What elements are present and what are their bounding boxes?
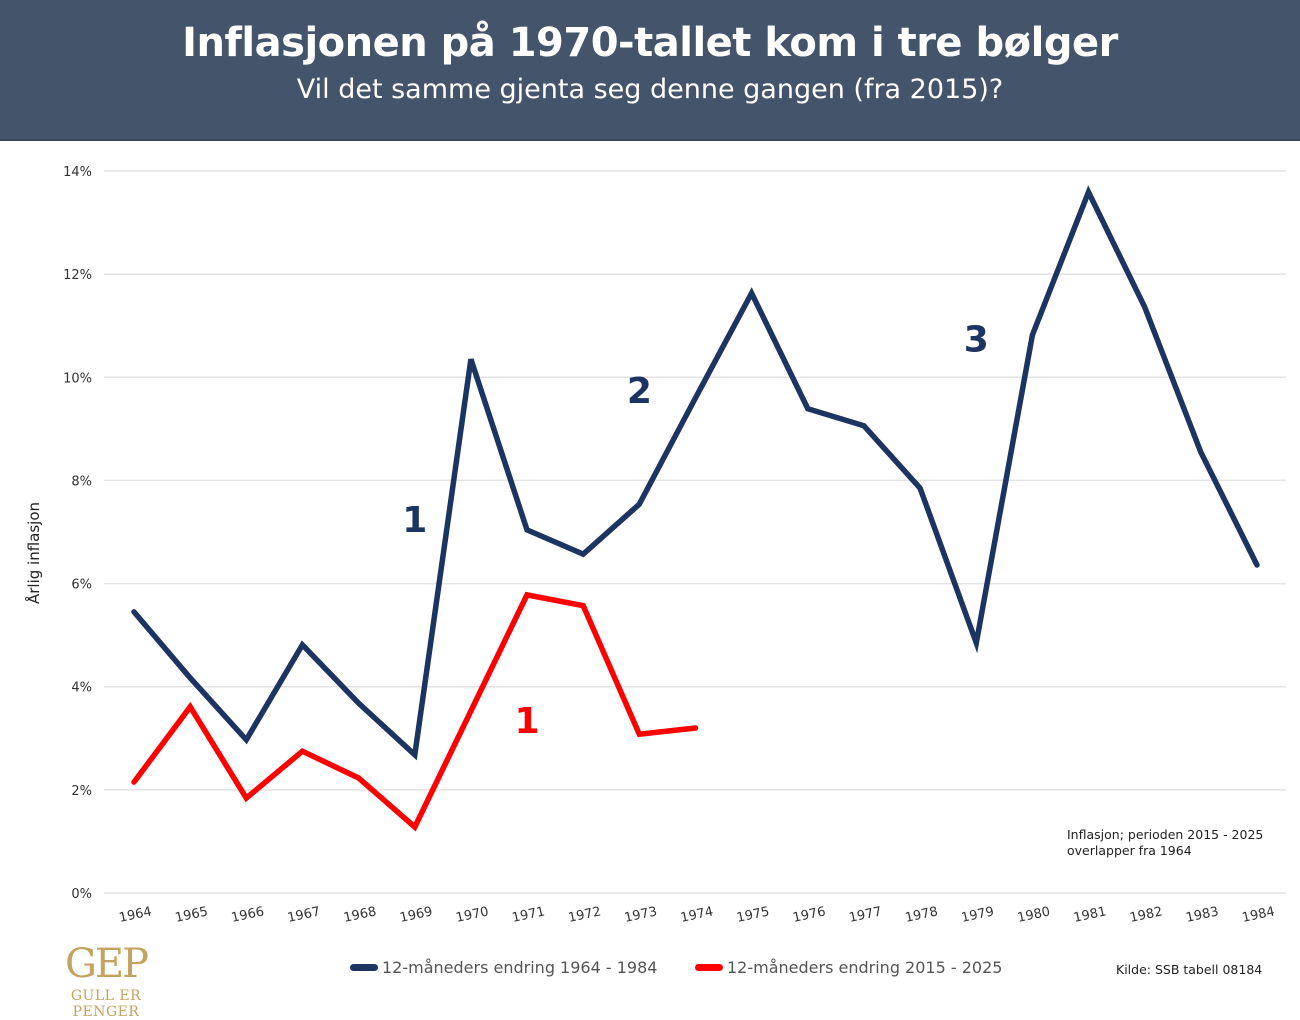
x-tick-label: 1975 [735,904,770,926]
x-tick-label: 1971 [511,904,546,926]
x-tick-label: 1977 [848,904,883,926]
x-tick-label: 1980 [1016,904,1051,926]
wave-annotation: 2 [627,371,652,412]
series-lines [134,192,1257,827]
y-tick-label: 2% [71,784,92,799]
x-axis-ticks: 1964 1965 1966 1967 1968 1969 1970 1971 1972 1973… [118,904,1276,926]
legend-swatch-red [695,964,723,971]
y-axis-ticks: 0% 2% 4% 6% 8% 10% 12% 14% [63,165,92,902]
chart-note: Inflasjon; perioden 2015 - 2025 overlapp… [1067,827,1263,859]
x-tick-label: 1967 [286,904,321,926]
y-tick-label: 8% [71,474,92,489]
x-tick-label: 1983 [1185,904,1220,926]
y-tick-label: 0% [71,887,92,902]
x-tick-label: 1984 [1241,904,1276,926]
note-line-1: Inflasjon; perioden 2015 - 2025 [1067,827,1263,843]
gridlines [104,171,1286,893]
wave-annotation: 1 [515,701,540,742]
source-text: Kilde: SSB tabell 08184 [1116,962,1262,977]
legend-item-1964-1984: 12-måneders endring 1964 - 1984 [350,958,657,977]
x-tick-label: 1970 [455,904,490,926]
logo-mark: GEP [36,944,176,984]
x-tick-label: 1968 [342,904,377,926]
legend-label: 12-måneders endring 1964 - 1984 [382,958,657,977]
wave-annotations: 1 2 3 1 [402,320,989,743]
x-tick-label: 1973 [623,904,658,926]
y-tick-label: 6% [71,578,92,593]
wave-annotation: 3 [964,320,989,361]
x-tick-label: 1979 [960,904,995,926]
x-tick-label: 1974 [679,904,714,926]
x-tick-label: 1969 [398,904,433,926]
x-tick-label: 1976 [792,904,827,926]
series-line-1964-1984 [134,192,1257,755]
legend-label: 12-måneders endring 2015 - 2025 [727,958,1002,977]
y-tick-label: 12% [63,268,92,283]
x-tick-label: 1965 [174,904,209,926]
x-tick-label: 1966 [230,904,265,926]
gep-logo: GEP GULL ER PENGER [36,944,176,1020]
logo-name: GULL ER PENGER [36,988,176,1020]
x-tick-label: 1982 [1128,904,1163,926]
x-tick-label: 1972 [567,904,602,926]
x-tick-label: 1978 [904,904,939,926]
x-tick-label: 1981 [1072,904,1107,926]
y-tick-label: 10% [63,371,92,386]
note-line-2: overlapper fra 1964 [1067,843,1263,859]
legend-swatch-navy [350,964,378,971]
y-tick-label: 14% [63,165,92,180]
x-tick-label: 1964 [118,904,153,926]
y-tick-label: 4% [71,681,92,696]
legend-item-2015-2025: 12-måneders endring 2015 - 2025 [695,958,1002,977]
y-axis-label: Årlig inflasjon [24,502,43,604]
wave-annotation: 1 [402,500,427,541]
